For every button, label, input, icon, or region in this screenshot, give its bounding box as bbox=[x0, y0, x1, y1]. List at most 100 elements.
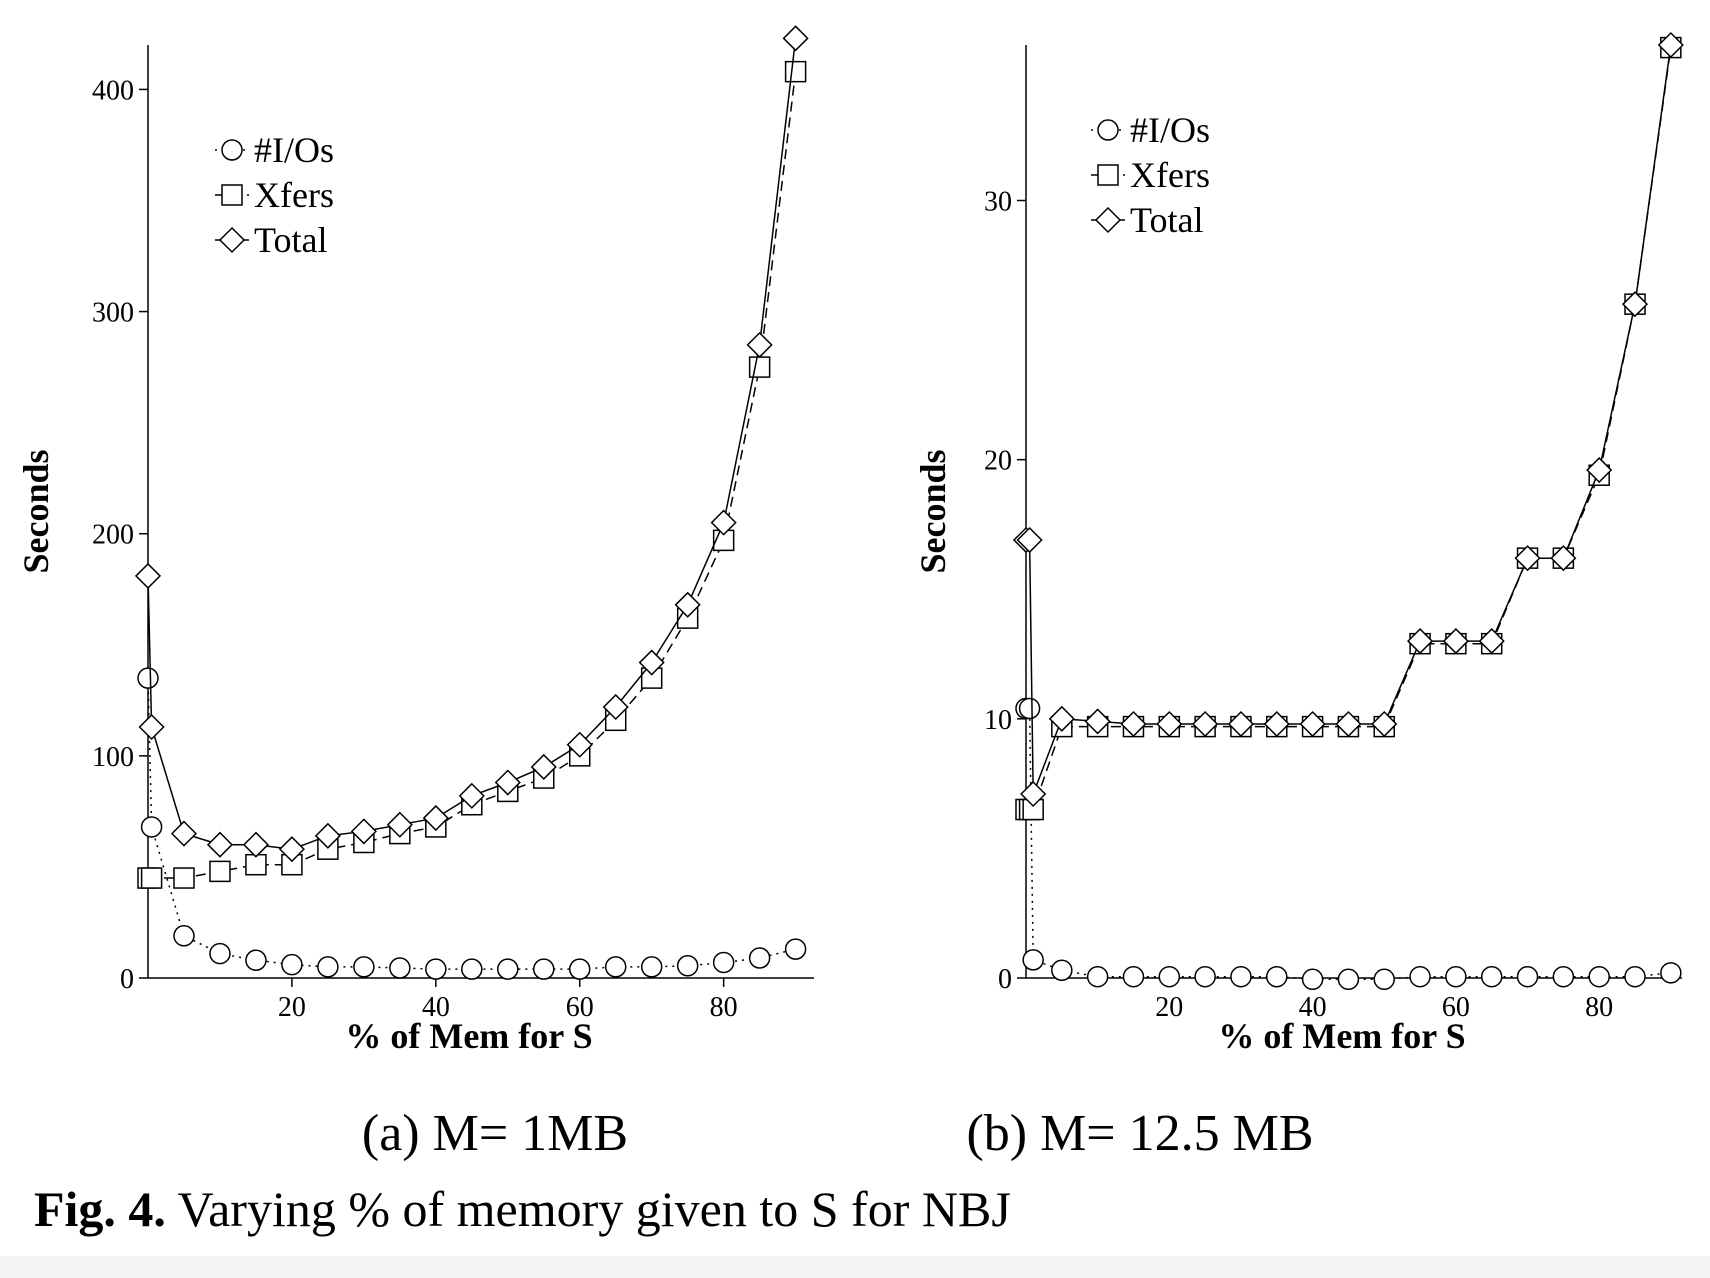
chart-b-series-ios-point bbox=[1373, 968, 1395, 991]
chart-b-x-tick-label: 80 bbox=[1585, 992, 1613, 1023]
chart-a-y-tick-label: 100 bbox=[92, 742, 134, 773]
chart-a-series-total-point bbox=[638, 649, 665, 676]
chart-a-y-tick-label: 300 bbox=[92, 298, 134, 329]
chart-b-subcaption: (b) M= 12.5 MB bbox=[966, 1105, 1313, 1162]
chart-a-series-xfers-point bbox=[784, 60, 807, 83]
chart-b-series-xfers-line bbox=[1026, 47, 1672, 811]
chart-b-series-ios-point bbox=[1660, 962, 1682, 984]
chart-b-series-total-point bbox=[1442, 628, 1469, 655]
chart-b-series-ios-point bbox=[1516, 965, 1539, 988]
chart-a-series-total-point bbox=[422, 804, 449, 832]
chart-b-x-tick-label: 20 bbox=[1155, 992, 1183, 1023]
chart-b-x-tick-label: 40 bbox=[1299, 992, 1327, 1023]
chart-b-series-total-point bbox=[1371, 710, 1398, 738]
chart-b-series-ios-point bbox=[1409, 965, 1431, 988]
chart-b-series-ios-point bbox=[1230, 965, 1252, 988]
chart-a-y-tick-label: 0 bbox=[120, 964, 134, 995]
chart-a-series-total-point bbox=[566, 731, 593, 758]
chart-a-series-total-point bbox=[138, 713, 165, 741]
chart-b-series-total-point bbox=[1084, 708, 1111, 735]
chart-b: 0 10 20 30 20 40 60 80 Seconds % of Mem for S #I/O… bbox=[913, 31, 1684, 1162]
chart-b-series-total-point bbox=[1263, 710, 1290, 738]
chart-a-y-axis-title: Seconds bbox=[16, 449, 56, 573]
chart-a-series-ios-point bbox=[317, 956, 339, 978]
chart-a-series-xfers-legend-label: Xfers bbox=[254, 175, 334, 215]
chart-a-subcaption: (a) M= 1MB bbox=[362, 1105, 628, 1162]
chart-a-series-ios-point bbox=[281, 953, 303, 976]
chart-b-series-total-point bbox=[1586, 456, 1613, 484]
chart-a-series-xfers-line bbox=[148, 71, 797, 879]
chart-a-series-ios-point bbox=[173, 925, 195, 947]
chart-a-x-axis-title: % of Mem for S bbox=[345, 1016, 592, 1056]
chart-b-series-ios-point bbox=[1158, 965, 1181, 988]
chart-a-series-total-point bbox=[710, 509, 737, 536]
chart-b-series-total-point bbox=[1120, 710, 1147, 738]
chart-a-series-ios-point bbox=[604, 956, 627, 978]
chart-a-y-tick-label: 200 bbox=[92, 520, 134, 551]
chart-a-x-tick-label: 60 bbox=[566, 992, 594, 1023]
chart-b-series-ios-point bbox=[1022, 949, 1044, 971]
chart-a-series-ios-point bbox=[137, 667, 159, 689]
figure-caption: Fig. 4. Varying % of memory given to S f… bbox=[34, 1180, 1011, 1238]
chart-a-series-total-point bbox=[278, 836, 305, 863]
chart-b-series-total-point bbox=[1621, 291, 1649, 318]
chart-a-y-tick-label: 400 bbox=[92, 75, 134, 106]
figure-caption-label: Fig. 4. bbox=[34, 1181, 166, 1237]
chart-b-x-tick-label: 60 bbox=[1442, 992, 1470, 1023]
chart-a-series-total-point bbox=[170, 820, 198, 847]
chart-b-series-xfers-legend-marker bbox=[1097, 164, 1119, 186]
chart-a-series-total-point bbox=[494, 769, 521, 796]
chart-b-y-tick-label: 10 bbox=[984, 705, 1012, 736]
chart-b-series-ios-point bbox=[1588, 965, 1610, 988]
chart-b-series-total-point bbox=[1657, 31, 1684, 59]
chart-b-series-total-point bbox=[1048, 705, 1075, 732]
chart-a-series-ios-point bbox=[712, 951, 735, 974]
chart-a-series-total-point bbox=[458, 782, 485, 809]
chart-b-series-total-point bbox=[1016, 526, 1043, 554]
chart-a-series-xfers-point bbox=[140, 867, 163, 889]
chart-b-series-ios-point bbox=[1480, 965, 1503, 988]
chart-a-series-total-legend-label: Total bbox=[254, 220, 327, 260]
chart-a-series-total-line bbox=[147, 38, 797, 850]
chart-a-series-xfers-legend-marker bbox=[221, 184, 243, 206]
chart-a-x-tick-label: 80 bbox=[710, 992, 738, 1023]
chart-a-series-ios-point bbox=[245, 949, 267, 971]
chart-b-series-ios-legend-label: #I/Os bbox=[1130, 110, 1210, 150]
chart-a-series-ios-point bbox=[140, 816, 163, 838]
chart-b-series-ios-legend-marker bbox=[1097, 119, 1119, 141]
chart-a-series-total-point bbox=[206, 831, 234, 858]
chart-b-series-total-point bbox=[1478, 628, 1505, 655]
chart-b-x-axis-title: % of Mem for S bbox=[1218, 1016, 1465, 1056]
chart-a-series-total-point bbox=[602, 693, 629, 721]
chart-a-series-total-point bbox=[134, 562, 162, 589]
chart-b-series-total-point bbox=[1407, 628, 1434, 655]
chart-b-series-total-point bbox=[1550, 545, 1577, 572]
chart-b-series-total-point bbox=[1192, 710, 1219, 738]
chart-b-series-total-line bbox=[1026, 44, 1672, 795]
figure-caption-text: Varying % of memory given to S for NBJ bbox=[177, 1181, 1011, 1237]
chart-a-series-ios-point bbox=[353, 956, 375, 978]
chart-a-series-xfers-point bbox=[209, 860, 231, 883]
chart-a-series-ios-point bbox=[784, 938, 807, 960]
chart-a-series-total-legend-marker bbox=[218, 226, 246, 254]
chart-a-series-ios-point bbox=[748, 947, 771, 969]
chart-b-series-ios-point bbox=[1624, 965, 1646, 988]
chart-a: 0 100 200 300 400 20 40 60 80 Seconds % of Mem for… bbox=[16, 25, 814, 1162]
chart-b-series-ios-point bbox=[1051, 959, 1073, 981]
chart-a-series-total-point bbox=[314, 822, 341, 849]
chart-a-series-ios-legend-marker bbox=[221, 139, 243, 161]
chart-a-series-total-point bbox=[746, 331, 773, 358]
chart-a-series-total-point bbox=[674, 591, 701, 618]
chart-a-series-ios-point bbox=[640, 956, 663, 978]
chart-b-y-tick-label: 30 bbox=[984, 187, 1012, 218]
chart-a-series-ios-point bbox=[568, 958, 591, 980]
chart-b-series-total-point bbox=[1299, 710, 1326, 738]
chart-b-series-ios-point bbox=[1552, 965, 1575, 988]
chart-b-series-ios-point bbox=[1337, 968, 1360, 991]
chart-b-series-ios-point bbox=[1018, 697, 1041, 720]
chart-a-series-ios-point bbox=[676, 955, 699, 977]
chart-b-series-ios-point bbox=[1445, 965, 1467, 988]
chart-b-series-total-point bbox=[1514, 545, 1541, 572]
chart-a-series-total-point bbox=[386, 811, 413, 838]
